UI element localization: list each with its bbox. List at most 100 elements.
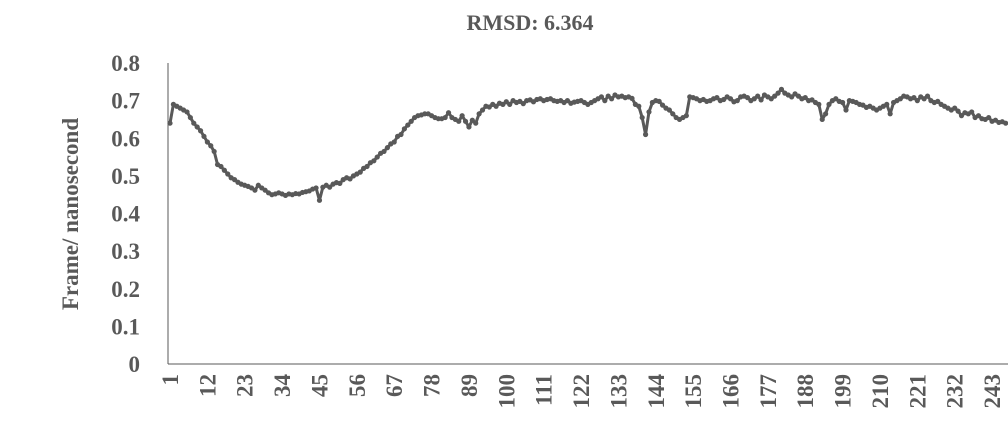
x-tick-label: 166 [719, 374, 744, 409]
data-point [758, 97, 764, 103]
y-tick-label: 0.5 [111, 164, 140, 189]
data-point [914, 98, 920, 104]
data-point [459, 113, 465, 119]
data-point [201, 133, 207, 139]
data-point [755, 93, 761, 99]
data-point [347, 176, 353, 182]
x-tick-label: 188 [793, 374, 818, 409]
data-point [462, 118, 469, 124]
data-point [642, 131, 649, 138]
data-point [442, 114, 448, 121]
x-tick-label: 89 [457, 374, 482, 397]
data-point [197, 128, 204, 134]
data-point [734, 98, 740, 104]
data-point [714, 95, 720, 101]
data-point [744, 95, 751, 101]
x-tick-label: 78 [420, 374, 445, 397]
x-tick-label: 210 [868, 374, 893, 409]
data-point [969, 109, 975, 115]
data-point [327, 184, 333, 190]
x-tick-label: 45 [307, 374, 332, 397]
x-tick-label: 100 [494, 374, 519, 409]
x-tick-label: 67 [382, 374, 407, 397]
data-point [194, 124, 200, 130]
data-point [187, 114, 193, 121]
data-point [384, 145, 391, 151]
y-tick-label: 0.3 [111, 239, 140, 264]
data-point [819, 116, 825, 123]
data-point [381, 148, 387, 155]
data-point [911, 95, 917, 101]
data-point [211, 148, 217, 155]
y-tick-labels: 0 0.1 0.2 0.3 0.4 0.5 0.6 0.7 0.8 [111, 51, 140, 377]
data-point [184, 109, 190, 115]
data-point [204, 139, 210, 145]
data-point [789, 94, 795, 100]
data-point [775, 90, 781, 96]
x-tick-label: 144 [644, 374, 669, 409]
data-point [469, 117, 475, 123]
data-point [408, 118, 414, 124]
data-point [656, 98, 662, 104]
chart-title: RMSD: 6.364 [466, 10, 593, 35]
data-point [975, 113, 982, 119]
data-point [401, 126, 407, 132]
data-point [670, 111, 676, 117]
data-point [666, 107, 672, 113]
x-tick-label: 56 [345, 374, 370, 397]
data-point [639, 114, 645, 121]
data-point [374, 154, 380, 160]
data-point [398, 131, 404, 138]
data-point [609, 96, 615, 102]
data-point [646, 109, 652, 115]
data-point [507, 101, 513, 107]
data-point [364, 163, 370, 170]
data-point [602, 98, 608, 104]
data-point [473, 120, 479, 126]
data-point [456, 118, 462, 124]
x-tick-label: 243 [980, 374, 1005, 409]
data-point [191, 120, 197, 126]
data-point [659, 102, 666, 108]
data-point [955, 108, 961, 114]
data-point [683, 113, 689, 119]
x-tick-label: 23 [233, 374, 258, 397]
data-point [629, 95, 635, 101]
x-tick-label: 232 [943, 374, 968, 409]
x-tick-label: 1 [158, 374, 183, 386]
x-tick-label: 199 [831, 374, 856, 409]
data-point [337, 180, 343, 186]
data-point [252, 187, 258, 193]
data-point [520, 101, 526, 107]
data-point [636, 103, 642, 109]
data-point [840, 99, 846, 106]
data-point [598, 94, 605, 100]
y-tick-label: 0.6 [111, 126, 140, 151]
data-point [445, 110, 452, 116]
data-point [357, 169, 363, 175]
x-tick-label: 155 [681, 374, 706, 409]
data-point [479, 107, 486, 113]
data-point [391, 139, 397, 145]
y-tick-label: 0.7 [111, 89, 140, 114]
data-point [778, 86, 785, 92]
data-point [924, 93, 931, 99]
data-point [843, 107, 849, 113]
data-point [405, 122, 411, 128]
x-tick-label: 34 [270, 374, 295, 398]
series-frame-per-ns [167, 86, 1008, 203]
data-point [371, 158, 377, 164]
x-tick-label: 12 [195, 374, 220, 397]
data-point [884, 101, 890, 107]
data-point [727, 96, 734, 102]
data-point [887, 111, 893, 117]
data-point [935, 98, 941, 104]
data-point [986, 114, 992, 121]
data-point [802, 95, 808, 101]
y-tick-label: 0.8 [111, 51, 140, 76]
x-tick-label: 111 [532, 374, 557, 406]
x-tick-label: 221 [905, 374, 930, 409]
x-tick-label: 122 [569, 374, 594, 409]
data-point [826, 101, 832, 107]
data-point [476, 111, 482, 117]
